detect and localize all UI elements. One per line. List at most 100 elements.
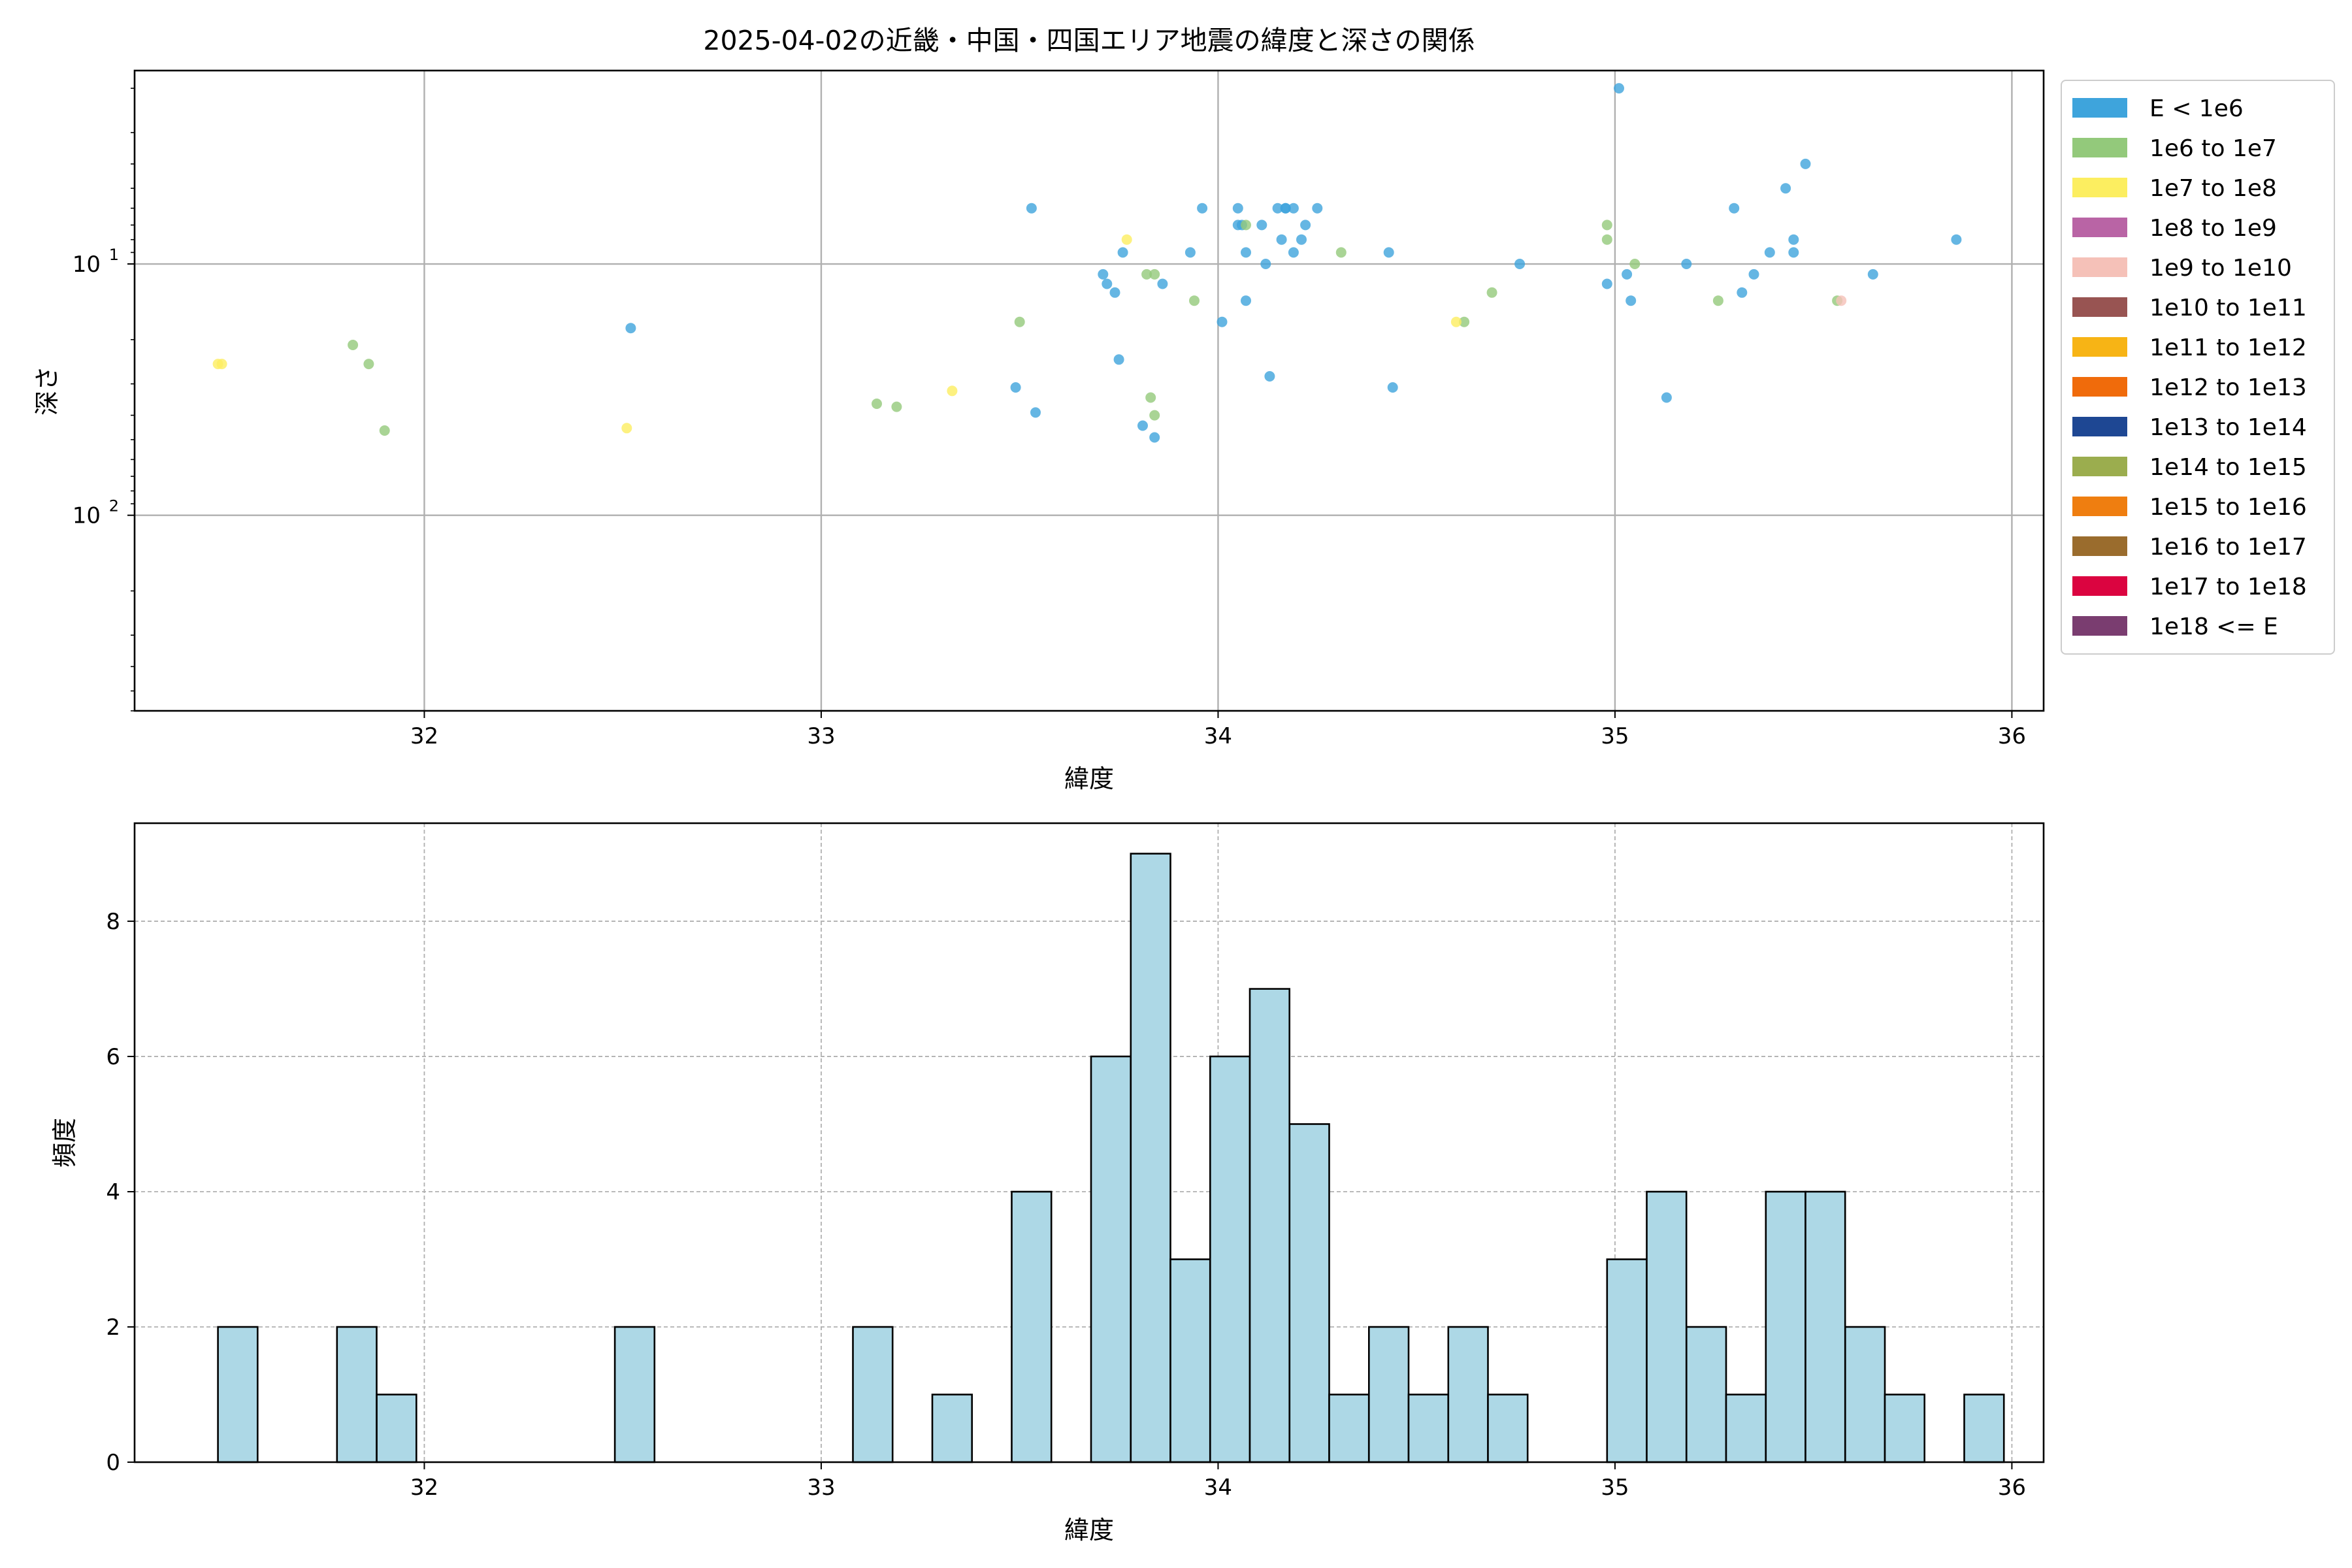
legend-label: 1e6 to 1e7: [2149, 135, 2277, 162]
histogram-bar: [336, 1326, 378, 1463]
scatter-point: [1800, 158, 1811, 169]
scatter-y-axis-label: 深さ: [33, 366, 61, 416]
scatter-point: [1217, 316, 1228, 327]
histogram-bar: [1725, 1394, 1767, 1463]
scatter-point: [1681, 259, 1692, 269]
scatter-grid: [135, 71, 2044, 711]
scatter-y-tick-exponent: 1: [109, 246, 119, 264]
scatter-point: [363, 359, 374, 370]
chart-title: 2025-04-02の近畿・中国・四国エリア地震の緯度と深さの関係: [703, 25, 1475, 56]
scatter-points: [212, 83, 1962, 443]
legend-label: 1e9 to 1e10: [2149, 255, 2292, 282]
histogram-bar: [1011, 1190, 1053, 1463]
scatter-point: [1614, 83, 1624, 94]
scatter-x-tick-label: 32: [410, 723, 438, 749]
histogram-x-tick-label: 33: [807, 1475, 835, 1501]
scatter-x-ticks: 32 33 34 35 36: [410, 711, 2026, 749]
scatter-point: [379, 425, 390, 436]
scatter-x-tick-label: 36: [1998, 723, 2026, 749]
scatter-point: [1256, 220, 1267, 231]
legend-label: 1e15 to 1e16: [2149, 494, 2307, 521]
histogram-x-tick-label: 32: [410, 1475, 438, 1501]
scatter-point: [1867, 269, 1878, 280]
scatter-point: [1629, 259, 1641, 269]
scatter-point: [1296, 234, 1307, 245]
scatter-point: [1486, 287, 1497, 298]
histogram-bar: [1606, 1258, 1648, 1463]
scatter-point: [947, 385, 958, 397]
histogram-bar: [1368, 1326, 1410, 1463]
legend-label: 1e8 to 1e9: [2149, 215, 2277, 242]
scatter-x-tick-label: 34: [1204, 723, 1232, 749]
legend-swatch: [2072, 178, 2127, 197]
scatter-point: [1661, 392, 1672, 403]
histogram-bar: [376, 1394, 417, 1463]
scatter-point: [1276, 234, 1287, 245]
legend-label: 1e13 to 1e14: [2149, 414, 2307, 441]
scatter-point: [1737, 287, 1748, 298]
histogram-y-ticks: 0 2 4 6 8: [106, 909, 135, 1476]
legend-swatch: [2072, 297, 2127, 317]
histogram-bar: [1686, 1326, 1727, 1463]
scatter-point: [1264, 371, 1275, 382]
scatter-point: [1197, 203, 1208, 214]
scatter-point: [1149, 432, 1160, 443]
scatter-point: [1241, 295, 1251, 306]
histogram-x-tick-label: 35: [1601, 1475, 1629, 1501]
histogram-bar: [1209, 1055, 1251, 1463]
histogram-chart: 32 33 34 35 36 0 2 4 6 8 緯度 頻度: [50, 822, 2045, 1544]
legend-label: 1e17 to 1e18: [2149, 574, 2307, 600]
scatter-point: [1764, 247, 1775, 258]
scatter-point: [1622, 269, 1633, 280]
legend-swatch: [2072, 337, 2127, 357]
legend-label: 1e14 to 1e15: [2149, 454, 2307, 481]
legend-label: E < 1e6: [2149, 95, 2244, 122]
histogram-bar: [1249, 988, 1291, 1463]
scatter-point: [1157, 278, 1168, 289]
scatter-point: [1712, 295, 1723, 306]
scatter-y-tick-base: 10: [73, 503, 101, 529]
scatter-point: [1232, 203, 1243, 214]
histogram-plot-area: [133, 822, 2045, 1463]
scatter-point: [1272, 203, 1283, 214]
legend-label: 1e16 to 1e17: [2149, 534, 2307, 561]
scatter-point: [1387, 382, 1398, 393]
scatter-point: [1280, 203, 1291, 214]
histogram-bars: [217, 853, 2005, 1463]
histogram-bar: [1288, 1123, 1330, 1463]
histogram-bar: [1963, 1394, 2005, 1463]
scatter-point: [1117, 247, 1128, 258]
histogram-x-tick-label: 34: [1204, 1475, 1232, 1501]
scatter-point: [1601, 234, 1612, 245]
legend-swatch: [2072, 576, 2127, 596]
legend-label: 1e12 to 1e13: [2149, 374, 2307, 401]
legend-label: 1e10 to 1e11: [2149, 295, 2307, 321]
legend-label: 1e11 to 1e12: [2149, 335, 2307, 361]
histogram-bar: [1169, 1258, 1211, 1463]
legend-swatch: [2072, 497, 2127, 516]
histogram-bar: [613, 1326, 656, 1463]
scatter-point: [621, 423, 632, 434]
scatter-point: [1288, 203, 1299, 214]
histogram-bar: [1646, 1190, 1688, 1463]
scatter-point: [1149, 269, 1160, 280]
legend-swatch: [2072, 536, 2127, 556]
scatter-point: [348, 340, 359, 350]
legend: E < 1e6 1e6 to 1e7 1e7 to 1e8 1e8 to 1e9 1e9…: [2061, 80, 2335, 655]
histogram-bar: [217, 1326, 259, 1463]
scatter-y-tick-base: 10: [73, 252, 101, 278]
histogram-bar: [1884, 1394, 1926, 1463]
scatter-y-tick-label: 10: [73, 503, 101, 529]
legend-swatch: [2072, 138, 2127, 157]
scatter-point: [1459, 316, 1470, 327]
scatter-point: [1450, 316, 1462, 327]
scatter-point: [1335, 247, 1347, 258]
scatter-y-tick-exponent: 2: [109, 497, 119, 515]
histogram-bar: [1765, 1190, 1806, 1463]
scatter-point: [1189, 295, 1200, 306]
scatter-plot-area: [133, 69, 2045, 712]
histogram-bar: [1805, 1190, 1846, 1463]
histogram-x-axis-label: 緯度: [1064, 1516, 1114, 1544]
scatter-point: [1312, 203, 1323, 214]
